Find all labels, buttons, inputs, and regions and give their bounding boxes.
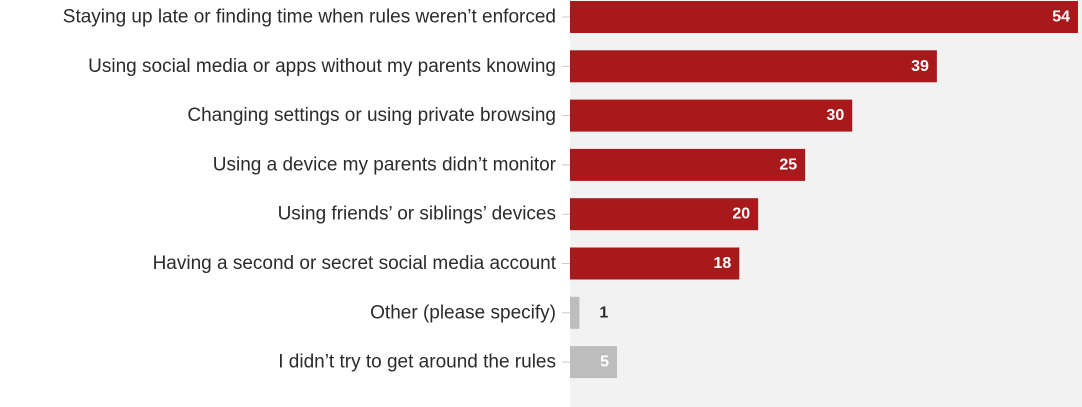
value-label: 39: [911, 58, 929, 75]
value-label: 1: [599, 304, 608, 321]
category-label: Using social media or apps without my pa…: [88, 56, 556, 77]
category-label: Changing settings or using private brows…: [187, 105, 556, 126]
bars-layer: Staying up late or finding time when rul…: [63, 1, 1078, 379]
bar: [570, 247, 740, 280]
value-label: 5: [600, 354, 609, 371]
value-label: 54: [1052, 9, 1070, 26]
category-label: Having a second or secret social media a…: [153, 253, 557, 274]
bar: [570, 99, 853, 132]
bar: [570, 1, 1078, 33]
bar: [570, 346, 618, 379]
category-label: I didn’t try to get around the rules: [278, 352, 556, 373]
value-label: 18: [714, 255, 732, 272]
bar: [570, 148, 806, 181]
value-label: 30: [826, 107, 844, 124]
bar: [570, 198, 759, 231]
category-label: Other (please specify): [370, 302, 556, 323]
value-label: 20: [732, 206, 750, 223]
value-label: 25: [779, 156, 797, 173]
category-label: Staying up late or finding time when rul…: [63, 7, 556, 28]
category-label: Using a device my parents didn’t monitor: [213, 154, 557, 175]
bar: [570, 50, 937, 83]
bar: [570, 296, 580, 329]
category-label: Using friends’ or siblings’ devices: [278, 204, 556, 225]
